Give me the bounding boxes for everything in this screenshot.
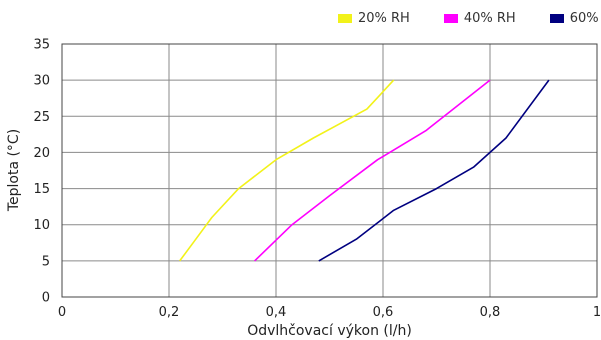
legend-item-40rh: 40% RH [443,11,516,26]
legend-swatch-20rh [338,14,352,23]
y-tick-label: 20 [33,146,50,161]
y-tick-label: 10 [33,218,50,233]
legend-label-60rh: 60% RH [569,11,601,26]
x-tick-label: 1 [593,305,601,320]
legend: 20% RH 40% RH 60% RH [338,11,601,26]
y-tick-label: 5 [42,254,50,269]
x-tick-label: 0,6 [373,305,394,320]
legend-label-20rh: 20% RH [358,11,410,26]
legend-item-20rh: 20% RH [338,11,410,26]
y-tick-label: 35 [33,38,50,53]
plot-area-border [61,43,598,298]
legend-label-40rh: 40% RH [463,11,516,26]
x-tick-labels: 0 0,2 0,4 0,6 0,8 1 [58,305,601,320]
y-tick-label: 30 [33,74,50,89]
series-lines [179,79,550,262]
y-tick-labels: 0 5 10 15 20 25 30 35 [33,38,50,306]
series-line-60rh [318,79,550,262]
legend-item-60rh: 60% RH [549,11,601,26]
y-tick-label: 0 [42,291,50,306]
legend-swatch-60rh [549,14,564,23]
x-axis-title: Odvlhčovací výkon (l/h) [247,323,412,339]
y-tick-label: 25 [33,110,50,125]
y-tick-label: 15 [33,182,50,197]
y-axis-title: Teplota (°C) [6,129,22,212]
x-tick-label: 0,8 [480,305,501,320]
series-line-20rh [179,79,395,262]
legend-swatch-40rh [443,14,458,23]
x-tick-label: 0,4 [266,305,287,320]
x-tick-label: 0,2 [159,305,180,320]
grid-lines [61,43,598,298]
x-tick-label: 0 [58,305,66,320]
series-line-40rh [254,79,491,262]
